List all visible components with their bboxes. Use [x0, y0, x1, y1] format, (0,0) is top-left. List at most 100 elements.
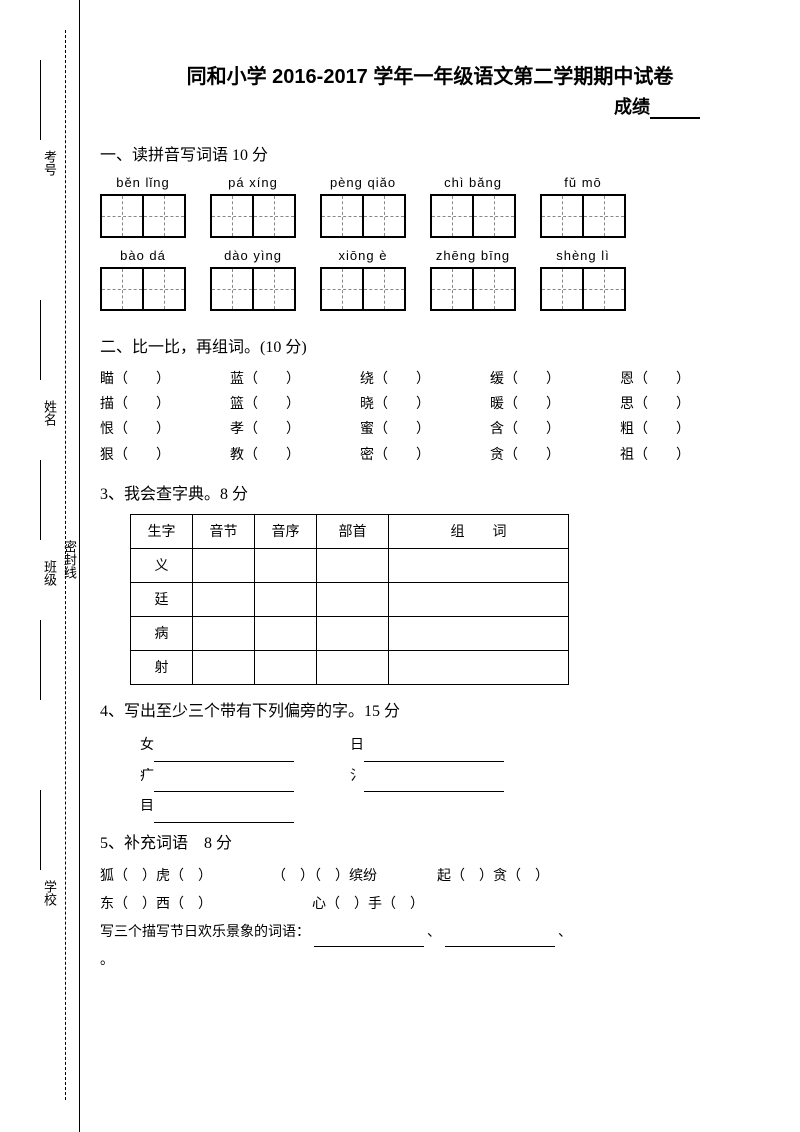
section5-title: 5、补充词语 8 分 — [100, 829, 760, 853]
pinyin-label: pá xíng — [228, 175, 278, 190]
table-cell[interactable] — [389, 616, 569, 650]
compare-cell[interactable]: 狠（ ） — [100, 443, 230, 468]
pinyin-label: bào dá — [120, 248, 166, 263]
compare-cell[interactable]: 暖（ ） — [490, 392, 620, 417]
pinyin-group: dào yìng — [210, 248, 296, 311]
table-cell: 病 — [131, 616, 193, 650]
char-boxes[interactable] — [320, 267, 406, 311]
table-cell: 义 — [131, 548, 193, 582]
table-header-row: 生字 音节 音序 部首 组 词 — [131, 514, 569, 548]
char-boxes[interactable] — [100, 267, 186, 311]
table-cell: 射 — [131, 650, 193, 684]
compare-cell[interactable]: 祖（ ） — [620, 443, 750, 468]
char-boxes[interactable] — [540, 194, 626, 238]
extra-label: 写三个描写节日欢乐景象的词语： — [100, 925, 310, 940]
pinyin-group: xiōng è — [320, 248, 406, 311]
table-cell[interactable] — [389, 650, 569, 684]
pinyin-group: zhēng bīng — [430, 248, 516, 311]
pinyin-group: bào dá — [100, 248, 186, 311]
compare-cell[interactable]: 孝（ ） — [230, 417, 360, 442]
table-row: 义 — [131, 548, 569, 582]
compare-cell[interactable]: 蜜（ ） — [360, 417, 490, 442]
extra-line: 写三个描写节日欢乐景象的词语： 、 、 — [100, 919, 760, 947]
table-cell[interactable] — [317, 548, 389, 582]
pinyin-label: fǔ mō — [564, 175, 602, 190]
char-boxes[interactable] — [320, 194, 406, 238]
compare-cell[interactable]: 含（ ） — [490, 417, 620, 442]
blank[interactable] — [364, 791, 504, 792]
idiom-item[interactable]: 狐（ ）虎（ ） — [100, 863, 212, 891]
table-cell[interactable] — [317, 616, 389, 650]
sidebar-blank — [40, 790, 41, 870]
radical-label: 目 — [140, 799, 154, 814]
char-boxes[interactable] — [430, 194, 516, 238]
compare-cell[interactable]: 蓝（ ） — [230, 367, 360, 392]
idiom-row: 狐（ ）虎（ ） （ ）（ ）缤纷 起（ ）贪（ ） — [100, 863, 760, 891]
compare-cell[interactable]: 粗（ ） — [620, 417, 750, 442]
sidebar-label-seal: 密封线 — [60, 540, 79, 579]
table-row: 廷 — [131, 582, 569, 616]
radical-label: 疒 — [140, 769, 154, 784]
char-boxes[interactable] — [210, 194, 296, 238]
compare-row: 恨（ ） 孝（ ） 蜜（ ） 含（ ） 粗（ ） — [100, 417, 760, 442]
sidebar-blank — [40, 620, 41, 700]
table-cell[interactable] — [317, 582, 389, 616]
extra-dot: 。 — [100, 947, 760, 975]
char-boxes[interactable] — [540, 267, 626, 311]
table-cell[interactable] — [389, 548, 569, 582]
compare-cell[interactable]: 晓（ ） — [360, 392, 490, 417]
page-title: 同和小学 2016-2017 学年一年级语文第二学期期中试卷 — [100, 60, 760, 89]
idiom-item[interactable]: 东（ ）西（ ） — [100, 891, 212, 919]
sidebar-label-class: 班级 — [40, 560, 59, 586]
pinyin-label: xiōng è — [339, 248, 388, 263]
sidebar-blank — [40, 300, 41, 380]
compare-cell[interactable]: 贪（ ） — [490, 443, 620, 468]
blank[interactable] — [314, 946, 424, 947]
pinyin-label: běn lǐng — [116, 175, 170, 190]
idiom-item[interactable]: （ ）（ ）缤纷 — [272, 863, 377, 891]
compare-cell[interactable]: 教（ ） — [230, 443, 360, 468]
score-blank[interactable] — [650, 117, 700, 119]
char-boxes[interactable] — [430, 267, 516, 311]
compare-cell[interactable]: 恩（ ） — [620, 367, 750, 392]
score-text: 成绩 — [614, 97, 650, 117]
compare-cell[interactable]: 恨（ ） — [100, 417, 230, 442]
char-boxes[interactable] — [210, 267, 296, 311]
radical-line: 目 — [140, 792, 760, 823]
table-cell[interactable] — [317, 650, 389, 684]
pinyin-label: shèng lì — [556, 248, 610, 263]
table-cell[interactable] — [255, 650, 317, 684]
table-row: 病 — [131, 616, 569, 650]
compare-cell[interactable]: 描（ ） — [100, 392, 230, 417]
compare-cell[interactable]: 密（ ） — [360, 443, 490, 468]
idiom-item[interactable]: 心（ ）手（ ） — [312, 891, 424, 919]
pinyin-group: shèng lì — [540, 248, 626, 311]
compare-cell[interactable]: 思（ ） — [620, 392, 750, 417]
compare-cell[interactable]: 篮（ ） — [230, 392, 360, 417]
blank[interactable] — [154, 822, 294, 823]
compare-cell[interactable]: 瞄（ ） — [100, 367, 230, 392]
table-header: 组 词 — [389, 514, 569, 548]
pinyin-row-1: běn lǐng pá xíng pèng qiǎo chì bǎng fǔ m… — [100, 175, 760, 238]
separator: 、 — [427, 925, 441, 940]
table-cell[interactable] — [389, 582, 569, 616]
sidebar-blank — [40, 60, 41, 140]
idiom-section: 狐（ ）虎（ ） （ ）（ ）缤纷 起（ ）贪（ ） 东（ ）西（ ） 心（ ）… — [100, 863, 760, 975]
table-cell[interactable] — [193, 650, 255, 684]
idiom-row: 东（ ）西（ ） 心（ ）手（ ） — [100, 891, 760, 919]
compare-cell[interactable]: 绕（ ） — [360, 367, 490, 392]
table-cell[interactable] — [255, 616, 317, 650]
table-cell[interactable] — [193, 582, 255, 616]
char-boxes[interactable] — [100, 194, 186, 238]
idiom-item[interactable]: 起（ ）贪（ ） — [437, 863, 549, 891]
table-cell[interactable] — [193, 548, 255, 582]
compare-cell[interactable]: 缓（ ） — [490, 367, 620, 392]
table-cell[interactable] — [255, 548, 317, 582]
pinyin-label: zhēng bīng — [436, 248, 510, 263]
table-cell[interactable] — [193, 616, 255, 650]
table-cell[interactable] — [255, 582, 317, 616]
blank[interactable] — [445, 946, 555, 947]
score-label: 成绩 — [100, 93, 760, 119]
section4-title: 4、写出至少三个带有下列偏旁的字。15 分 — [100, 697, 760, 721]
sidebar-blank — [40, 460, 41, 540]
